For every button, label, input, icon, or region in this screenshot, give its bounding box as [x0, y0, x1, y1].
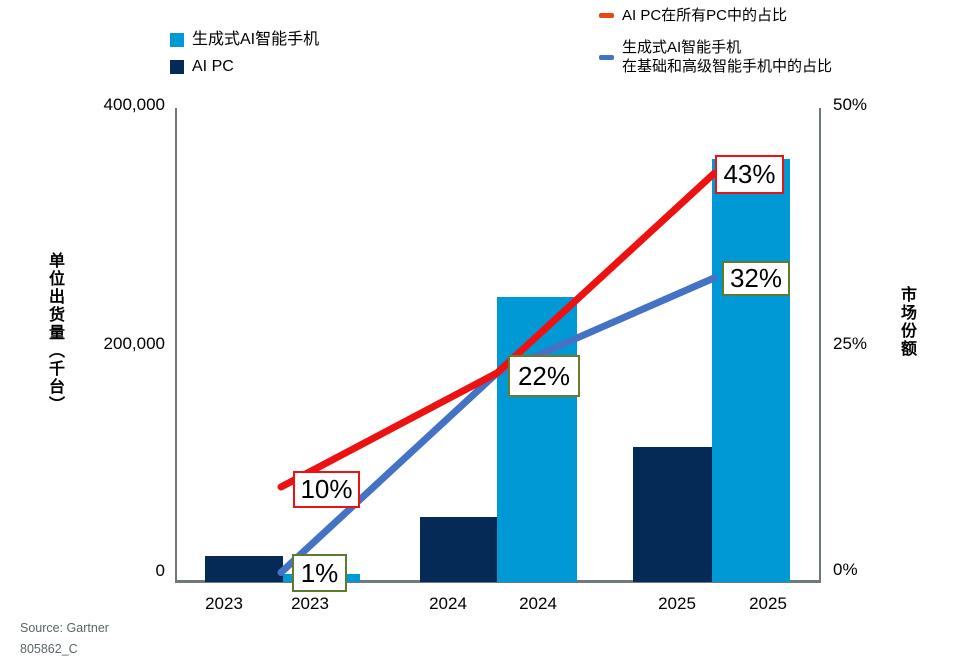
legend-label: AI PC: [192, 58, 234, 75]
data-label-10pct: 10%: [293, 471, 360, 508]
bar-ai-pc-2025: [633, 447, 712, 582]
ai-pc-share-dash-icon: [599, 13, 614, 18]
legend-label-line2: 在基础和高级智能手机中的占比: [622, 58, 833, 75]
ai-pc-swatch-icon: [170, 60, 184, 75]
x-tick-2025-phone: 2025: [749, 594, 787, 613]
legend-item-genai-share: 生成式AI智能手机在基础和高级智能手机中的占比: [599, 38, 832, 76]
document-id: 805862_C: [20, 642, 78, 656]
genai-share-dash-icon: [599, 54, 614, 60]
bar-genai-smartphone-2024: [497, 297, 577, 582]
legend-label: AI PC在所有PC中的占比: [622, 7, 788, 24]
data-label-1pct: 1%: [292, 554, 347, 592]
left-axis-title: 单位出货量（千台）: [46, 252, 63, 414]
bar-ai-pc-2024: [420, 517, 497, 582]
bar-genai-smartphone-2025: [712, 159, 790, 582]
bar-ai-pc-2023: [205, 556, 283, 582]
legend-label: 生成式AI智能手机在基础和高级智能手机中的占比: [622, 38, 832, 76]
left-axis-tick-200000: 200,000: [103, 334, 165, 353]
legend-item-ai-pc: AI PC: [170, 58, 234, 76]
left-axis-tick-0: 0: [155, 561, 165, 580]
right-axis-title: 市场份额: [898, 286, 915, 358]
right-axis-tick-25pct: 25%: [833, 334, 868, 353]
legend-item-ai-pc-share: AI PC在所有PC中的占比: [599, 6, 787, 25]
right-axis-line: [819, 108, 821, 583]
legend-label-line1: 生成式AI智能手机: [622, 39, 742, 56]
x-tick-2023-phone: 2023: [291, 594, 329, 613]
x-tick-2023-pc: 2023: [205, 594, 243, 613]
right-axis-tick-0pct: 0%: [833, 560, 858, 579]
source-text: Source: Gartner: [20, 621, 109, 635]
data-label-43pct: 43%: [715, 155, 784, 194]
legend-label: 生成式AI智能手机: [192, 31, 320, 48]
left-axis-tick-400000: 400,000: [103, 95, 165, 114]
right-axis-tick-50pct: 50%: [833, 95, 868, 114]
data-label-22pct: 22%: [508, 355, 580, 397]
left-axis-line: [175, 108, 177, 583]
x-tick-2025-pc: 2025: [658, 594, 696, 613]
data-label-32pct: 32%: [722, 261, 790, 296]
genai-smartphone-swatch-icon: [170, 33, 184, 48]
legend-item-genai-smartphone: 生成式AI智能手机: [170, 31, 319, 49]
x-tick-2024-pc: 2024: [429, 594, 467, 613]
x-tick-2024-phone: 2024: [519, 594, 557, 613]
